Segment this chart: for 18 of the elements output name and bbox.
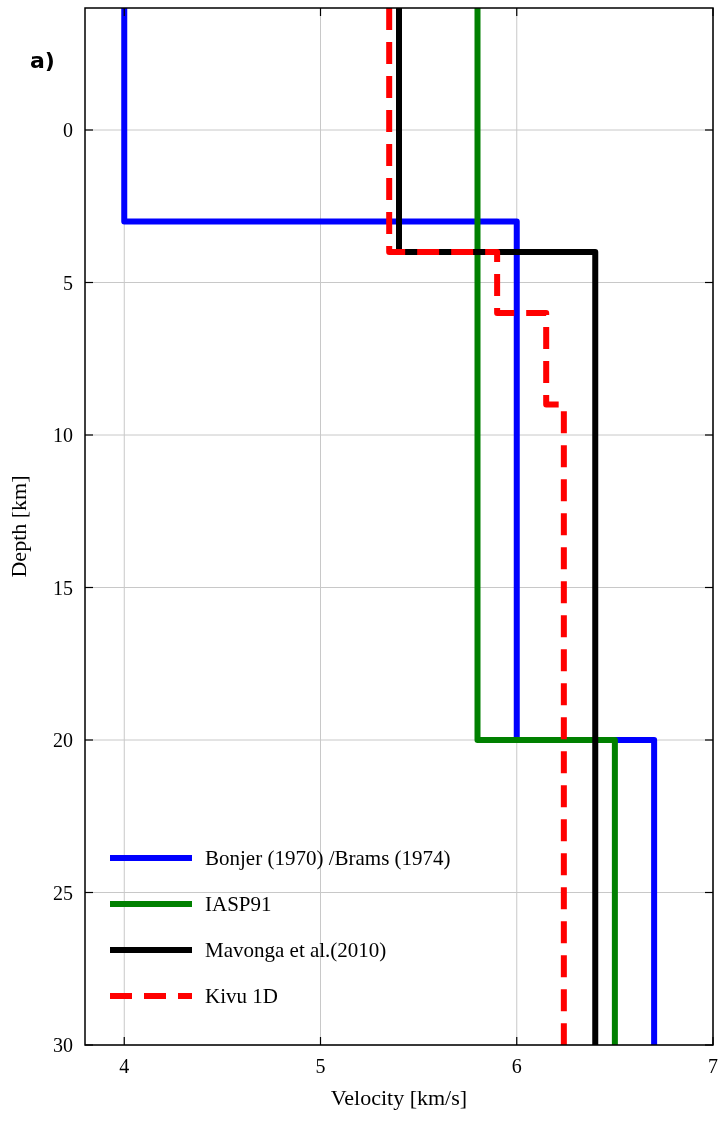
y-tick-label: 5 <box>63 271 73 294</box>
x-axis-title: Velocity [km/s] <box>330 1085 468 1110</box>
x-tick-label: 6 <box>511 1055 522 1077</box>
legend-label: IASP91 <box>205 892 272 917</box>
y-tick-label: 30 <box>53 1034 73 1056</box>
y-tick-label: 15 <box>53 576 73 599</box>
x-tick-label: 7 <box>708 1055 718 1077</box>
y-tick-label: 10 <box>53 424 73 446</box>
y-axis-title: Depth [km] <box>6 475 31 578</box>
legend-label: Bonjer (1970) /Brams (1974) <box>205 846 451 871</box>
legend-label: Mavonga et al.(2010) <box>205 938 387 963</box>
x-tick-label: 5 <box>315 1055 326 1077</box>
text: a) <box>30 48 55 73</box>
legend-label: Kivu 1D <box>205 984 278 1009</box>
y-tick-label: 20 <box>53 729 73 751</box>
y-tick-label: 25 <box>53 881 73 904</box>
x-tick-label: 4 <box>119 1055 130 1077</box>
y-tick-label: 0 <box>63 119 73 141</box>
